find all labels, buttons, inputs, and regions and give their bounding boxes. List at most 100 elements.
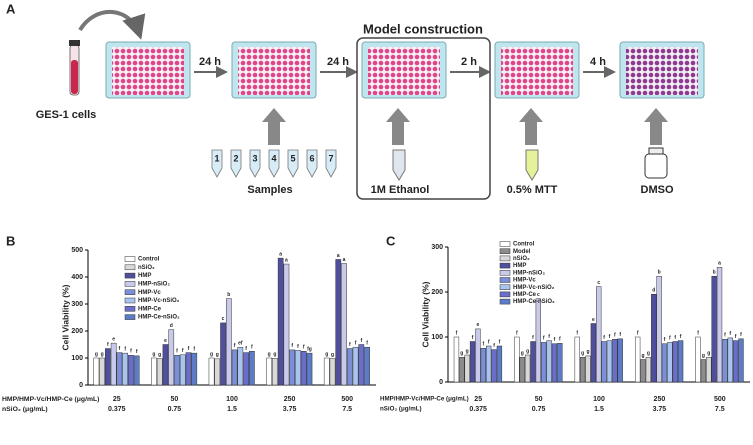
- bar: [93, 357, 100, 386]
- sample-number: 2: [233, 153, 238, 163]
- significance-letter: g: [331, 352, 334, 358]
- significance-letter: g: [586, 349, 589, 355]
- bar: [266, 357, 272, 386]
- panel-label: A: [6, 1, 16, 16]
- bar: [557, 343, 563, 383]
- bar: [716, 267, 723, 383]
- significance-letter: f: [482, 342, 484, 348]
- mtt-tube: [525, 149, 539, 181]
- significance-letter: c: [222, 316, 225, 322]
- significance-letter: e: [164, 338, 167, 344]
- bar: [174, 355, 180, 386]
- significance-letter: g: [702, 353, 705, 359]
- bar: [606, 340, 613, 383]
- step-time: 4 h: [590, 56, 606, 68]
- reagent-label: 0.5% MTT: [507, 184, 558, 196]
- bar: [352, 346, 359, 386]
- significance-letter: g: [325, 351, 328, 357]
- step-time: 24 h: [327, 56, 349, 68]
- significance-letter: g: [641, 353, 644, 359]
- bar: [237, 346, 244, 386]
- bar: [601, 341, 607, 383]
- x-tick-label: 500: [341, 396, 353, 403]
- legend-swatch: [124, 256, 136, 262]
- x-tick-label-2: 0.75: [532, 406, 546, 413]
- legend-swatch: [499, 248, 511, 254]
- x-tick-label-2: 7.5: [715, 406, 725, 413]
- significance-letter: f: [355, 341, 357, 347]
- bar: [208, 357, 215, 386]
- bar: [214, 358, 221, 386]
- bar: [706, 357, 712, 383]
- bar: [585, 355, 591, 383]
- x-tick-label: 100: [593, 396, 605, 403]
- significance-letter: f: [360, 338, 362, 344]
- x-tick-label: 50: [171, 396, 179, 403]
- legend-swatch: [124, 272, 136, 279]
- bar: [295, 350, 301, 386]
- bar: [738, 338, 744, 383]
- bar: [464, 354, 470, 383]
- bar: [335, 259, 342, 386]
- bar: [105, 348, 111, 386]
- significance-letter: g: [466, 348, 469, 354]
- legend-label: Control: [513, 242, 535, 248]
- significance-letter: f: [182, 348, 184, 354]
- bar: [590, 323, 597, 383]
- significance-letter: f: [603, 335, 605, 341]
- significance-letter: f: [493, 343, 495, 349]
- add-arrow: [262, 108, 286, 145]
- x-tick-label: 25: [113, 396, 121, 403]
- bar: [272, 358, 278, 386]
- significance-letter: f: [680, 334, 682, 340]
- legend-swatch: [124, 289, 136, 295]
- significance-letter: a: [279, 251, 282, 257]
- y-axis-label: Cell Viability (%): [420, 281, 430, 347]
- sample-number: 5: [290, 153, 295, 163]
- significance-letter: f: [349, 342, 351, 348]
- bar: [491, 349, 497, 383]
- curved-arrow: [78, 10, 146, 40]
- x-tick-label: 25: [474, 396, 482, 403]
- x-row-label: HMP/HMP-Vc/HMP-Ce (μg/mL): [2, 396, 99, 403]
- add-arrow: [644, 108, 668, 145]
- x-tick-label: 250: [654, 396, 666, 403]
- significance-letter: g: [581, 351, 584, 357]
- significance-letter: g: [526, 348, 529, 354]
- significance-letter: f: [614, 333, 616, 339]
- significance-letter: b: [713, 270, 716, 276]
- significance-letter: f: [674, 335, 676, 341]
- legend-label: HMP: [138, 273, 151, 279]
- y-tick-label: 300: [431, 244, 443, 251]
- legend-label: HMP: [513, 263, 526, 269]
- significance-letter: f: [724, 333, 726, 339]
- tube-cap: [69, 40, 80, 46]
- legend-label: Control: [138, 257, 160, 263]
- bar: [306, 352, 313, 386]
- x-tick-label-2: 0.375: [108, 406, 126, 413]
- significance-letter: a: [285, 257, 288, 263]
- legend-swatch: [499, 262, 511, 269]
- significance-letter: f: [291, 343, 293, 349]
- significance-letter: c: [537, 292, 540, 298]
- bar: [661, 343, 668, 383]
- significance-letter: g: [216, 352, 219, 358]
- bar: [358, 344, 365, 386]
- bar: [722, 339, 728, 383]
- x-tick-label-2: 7.5: [342, 406, 352, 413]
- significance-letter: f: [366, 341, 368, 347]
- bar: [191, 352, 198, 386]
- significance-letter: f: [193, 346, 195, 352]
- bar: [496, 345, 503, 383]
- plate: [619, 41, 705, 99]
- bar: [225, 298, 232, 386]
- x-tick-label: 500: [714, 396, 726, 403]
- y-tick-label: 500: [71, 247, 83, 254]
- sample-tube: [268, 149, 280, 178]
- bar: [480, 348, 486, 383]
- legend-label: HMP-nSiO₂: [138, 281, 170, 287]
- sample-tube: [249, 149, 261, 178]
- significance-letter: d: [652, 288, 655, 294]
- significance-letter: b: [227, 292, 230, 298]
- add-arrow: [386, 108, 410, 145]
